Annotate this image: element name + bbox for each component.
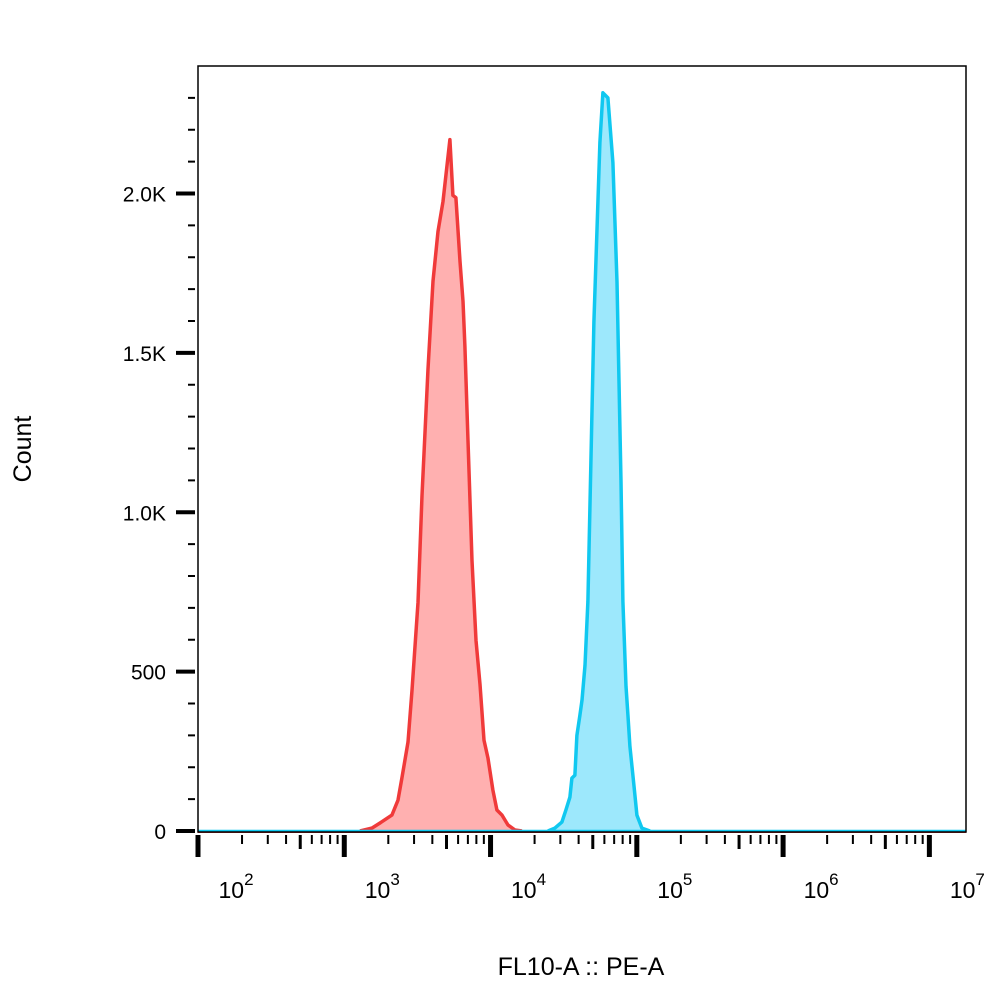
x-tick-label: 105: [657, 870, 692, 903]
x-tick-base: 10: [804, 877, 830, 903]
x-tick-label: 106: [804, 870, 839, 903]
y-tick-label: 500: [131, 662, 166, 685]
x-axis-title: FL10-A :: PE-A: [498, 953, 665, 981]
x-tick-exponent: 5: [683, 870, 692, 889]
y-axis-title: Count: [9, 416, 37, 483]
y-tick-label: 2.0K: [123, 184, 166, 207]
x-tick-exponent: 4: [537, 870, 546, 889]
x-tick-label: 102: [218, 870, 253, 903]
series-1-fill: [360, 139, 522, 832]
x-tick-base: 10: [218, 877, 244, 903]
x-tick-label: 107: [950, 870, 985, 903]
series-layer: [198, 91, 966, 833]
x-tick-label: 103: [365, 870, 400, 903]
x-tick-exponent: 6: [829, 870, 838, 889]
x-tick-label: 104: [511, 870, 546, 903]
x-tick-exponent: 2: [244, 870, 253, 889]
y-tick-label: 1.5K: [123, 343, 166, 366]
series-2-line: [547, 91, 651, 833]
x-tick-base: 10: [950, 877, 976, 903]
x-tick-exponent: 7: [975, 870, 984, 889]
x-tick-base: 10: [511, 877, 537, 903]
y-tick-label: 1.0K: [123, 502, 166, 525]
y-tick-label: 0: [154, 821, 166, 844]
x-tick-base: 10: [657, 877, 683, 903]
x-tick-exponent: 3: [390, 870, 399, 889]
plot-frame: [197, 65, 967, 833]
x-tick-base: 10: [365, 877, 391, 903]
series-1-line: [359, 137, 523, 833]
